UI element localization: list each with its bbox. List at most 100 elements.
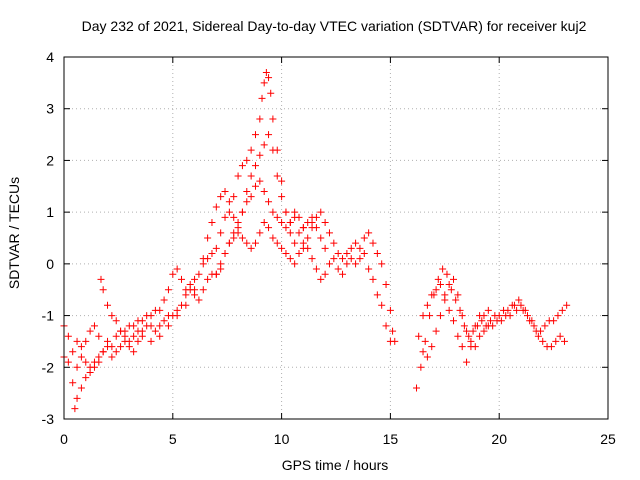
- data-point: [382, 281, 390, 289]
- data-point: [69, 348, 77, 356]
- x-tick-label: 15: [383, 431, 399, 447]
- data-point: [463, 327, 471, 335]
- data-point: [260, 79, 268, 87]
- data-point: [256, 177, 264, 185]
- data-point: [295, 213, 303, 221]
- data-point: [112, 317, 120, 325]
- data-point: [71, 405, 79, 413]
- data-point: [515, 296, 523, 304]
- series-sat-6: [415, 275, 571, 361]
- data-point: [369, 239, 377, 247]
- data-point: [321, 218, 329, 226]
- data-point: [278, 193, 286, 201]
- data-point: [282, 208, 290, 216]
- data-point: [356, 244, 364, 252]
- data-point: [230, 213, 238, 221]
- data-point: [386, 306, 394, 314]
- data-point: [539, 337, 547, 345]
- data-point: [560, 337, 568, 345]
- data-point: [90, 363, 98, 371]
- data-point: [212, 270, 220, 278]
- data-point: [112, 348, 120, 356]
- data-point: [278, 244, 286, 252]
- data-point: [421, 337, 429, 345]
- data-point: [423, 301, 431, 309]
- data-point: [221, 187, 229, 195]
- data-point: [534, 332, 542, 340]
- data-point: [352, 260, 360, 268]
- data-point: [191, 286, 199, 294]
- data-point: [86, 368, 94, 376]
- data-point: [182, 301, 190, 309]
- data-point: [95, 358, 103, 366]
- data-point: [517, 301, 525, 309]
- y-tick-label: -1: [42, 308, 55, 324]
- data-point: [286, 218, 294, 226]
- data-point: [299, 224, 307, 232]
- data-point: [208, 250, 216, 258]
- data-point: [441, 291, 449, 299]
- data-point: [467, 343, 475, 351]
- data-point: [415, 332, 423, 340]
- x-tick-label: 10: [274, 431, 290, 447]
- data-point: [495, 312, 503, 320]
- data-point: [489, 322, 497, 330]
- data-point: [476, 332, 484, 340]
- axis-ticks: [63, 56, 609, 420]
- data-point: [217, 193, 225, 201]
- data-point: [217, 265, 225, 273]
- data-point: [265, 74, 273, 82]
- data-point: [256, 115, 264, 123]
- data-point: [251, 131, 259, 139]
- data-point: [554, 312, 562, 320]
- data-point: [295, 250, 303, 258]
- data-point: [77, 384, 85, 392]
- data-point: [304, 218, 312, 226]
- data-point: [419, 348, 427, 356]
- data-point: [243, 239, 251, 247]
- data-point: [269, 146, 277, 154]
- data-point: [251, 182, 259, 190]
- data-point: [169, 270, 177, 278]
- data-point: [199, 286, 207, 294]
- data-point: [64, 332, 72, 340]
- data-point: [454, 332, 462, 340]
- data-point: [317, 234, 325, 242]
- data-point: [356, 255, 364, 263]
- data-point: [147, 312, 155, 320]
- data-point: [243, 187, 251, 195]
- data-point: [77, 343, 85, 351]
- data-point: [413, 384, 421, 392]
- data-point: [147, 322, 155, 330]
- data-point: [282, 250, 290, 258]
- data-point: [97, 275, 105, 283]
- data-point: [523, 312, 531, 320]
- y-tick-label: 2: [46, 152, 54, 168]
- data-point: [556, 332, 564, 340]
- x-tick-label: 20: [491, 431, 507, 447]
- data-point: [225, 198, 233, 206]
- data-point: [273, 213, 281, 221]
- data-point: [458, 312, 466, 320]
- data-point: [360, 250, 368, 258]
- x-tick-label: 25: [600, 431, 616, 447]
- data-points: [60, 69, 571, 413]
- data-point: [221, 213, 229, 221]
- data-point: [269, 115, 277, 123]
- data-point: [204, 275, 212, 283]
- data-point: [513, 306, 521, 314]
- data-point: [465, 332, 473, 340]
- data-point: [156, 306, 164, 314]
- data-point: [452, 296, 460, 304]
- data-point: [82, 337, 90, 345]
- data-point: [121, 332, 129, 340]
- data-point: [64, 358, 72, 366]
- data-point: [108, 353, 116, 361]
- data-point: [528, 317, 536, 325]
- data-point: [389, 327, 397, 335]
- data-point: [273, 172, 281, 180]
- series-sat-3: [73, 131, 316, 376]
- data-point: [164, 286, 172, 294]
- data-point: [260, 187, 268, 195]
- data-point: [445, 281, 453, 289]
